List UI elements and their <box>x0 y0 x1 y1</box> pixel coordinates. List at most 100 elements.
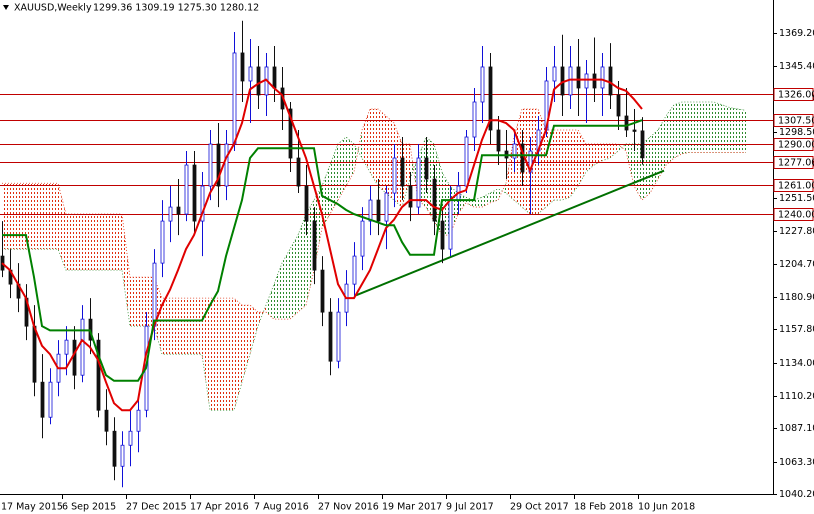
candle-body <box>568 66 573 96</box>
cloud-segment <box>594 144 602 166</box>
cloud-segment <box>34 183 42 250</box>
cloud-segment <box>106 214 114 271</box>
x-tick-label: 19 Mar 2017 <box>382 502 442 513</box>
candle-body <box>96 339 101 411</box>
cloud-segment <box>306 200 314 306</box>
cloud-segment <box>82 214 90 271</box>
cloud-segment <box>282 249 290 320</box>
cloud-segment <box>690 101 698 153</box>
candle-body <box>512 143 517 159</box>
cloud-segment <box>298 214 306 313</box>
candle-body <box>48 381 53 418</box>
y-tick-label: 1298.50 <box>779 127 814 138</box>
candle-body <box>136 409 141 432</box>
cloud-segment <box>666 104 674 166</box>
cloud-segment <box>698 101 706 153</box>
axes: 1369.201345.401322.501298.501275.501251.… <box>1 28 814 513</box>
cloud-segment <box>90 214 98 271</box>
candle-body <box>320 269 325 313</box>
level-tag <box>773 208 814 221</box>
menu-arrow[interactable] <box>3 5 9 10</box>
cloud-segment <box>218 298 226 411</box>
candle-body <box>80 318 85 376</box>
y-tick-label: 1110.20 <box>779 391 814 402</box>
candle-body <box>592 73 597 89</box>
candle-body <box>448 199 453 250</box>
x-tick-label: 6 Sep 2015 <box>62 502 116 513</box>
cloud-segment <box>650 130 658 194</box>
cloud-segment <box>122 214 130 327</box>
ohlc-readout: 1299.36 1309.19 1275.30 1280.12 <box>93 3 259 14</box>
candle-body <box>208 143 213 187</box>
cloud-segment <box>242 305 250 383</box>
cloud-segment <box>386 116 394 201</box>
candle-body <box>360 220 365 257</box>
candle-body <box>112 430 117 467</box>
cloud-segment <box>674 101 682 159</box>
x-tick-label: 10 Jun 2018 <box>638 502 695 513</box>
cloud-segment <box>162 298 170 355</box>
candle-body <box>160 220 165 264</box>
candle-body <box>488 66 493 131</box>
cloud-segment <box>250 305 258 355</box>
level-tag-label: 1240.00 <box>778 210 814 221</box>
cloud-segment <box>170 298 178 355</box>
cloud-segment <box>482 193 490 208</box>
candle-body <box>328 311 333 362</box>
cloud-segment <box>146 277 154 327</box>
cloud-segment <box>682 101 690 154</box>
y-tick-label: 1251.50 <box>779 193 814 204</box>
cloud-segment <box>378 108 386 194</box>
cloud-segment <box>498 183 506 201</box>
y-tick-label: 1040.20 <box>779 489 814 500</box>
cloud-segment <box>226 298 234 411</box>
candle-body <box>400 157 405 187</box>
cloud-segment <box>186 298 194 355</box>
x-tick-label: 17 May 2015 <box>1 502 63 513</box>
candle-body <box>64 339 69 355</box>
candle-body <box>496 129 501 152</box>
candle-body <box>32 325 37 383</box>
candle-body <box>368 199 373 222</box>
candle-body <box>600 66 605 89</box>
x-tick-label: 18 Feb 2018 <box>574 502 633 513</box>
level-tag-label: 1277.00 <box>778 158 814 169</box>
level-tag <box>773 138 814 151</box>
trendline <box>355 169 665 297</box>
plot-area <box>0 20 773 488</box>
candle-body <box>216 143 221 187</box>
cloud-segment <box>194 298 202 355</box>
candle-body <box>640 130 645 159</box>
cloud-segment <box>634 144 642 201</box>
cloud-segment <box>98 214 106 271</box>
x-tick-label: 29 Oct 2017 <box>510 502 569 513</box>
cloud-segment <box>506 137 514 201</box>
cloud-segment <box>274 263 282 320</box>
candle-body <box>272 66 277 89</box>
candle-body <box>584 73 589 89</box>
cloud-segment <box>490 188 498 203</box>
cloud-segment <box>234 298 242 411</box>
candle-body <box>256 66 261 96</box>
cloud-segment <box>714 101 722 153</box>
cloud-segment <box>722 104 730 153</box>
cloud-segment <box>626 144 634 187</box>
cloud-segment <box>138 277 146 327</box>
level-tag <box>773 179 814 192</box>
x-tick-label: 9 Jul 2017 <box>446 502 494 513</box>
cloud-segment <box>74 214 82 271</box>
candle-body <box>200 185 205 222</box>
candle-body <box>392 157 397 194</box>
candle-body <box>472 101 477 138</box>
candle-body <box>376 199 381 222</box>
candle-body <box>552 66 557 82</box>
cloud-segment <box>58 183 66 271</box>
candle-body <box>384 192 389 222</box>
candle-body <box>104 409 109 432</box>
cloud-segment <box>2 183 10 250</box>
cloud-segment <box>658 116 666 180</box>
candle-body <box>408 185 413 208</box>
y-tick-label: 1157.80 <box>779 324 814 335</box>
x-tick-label: 27 Dec 2015 <box>126 502 187 513</box>
